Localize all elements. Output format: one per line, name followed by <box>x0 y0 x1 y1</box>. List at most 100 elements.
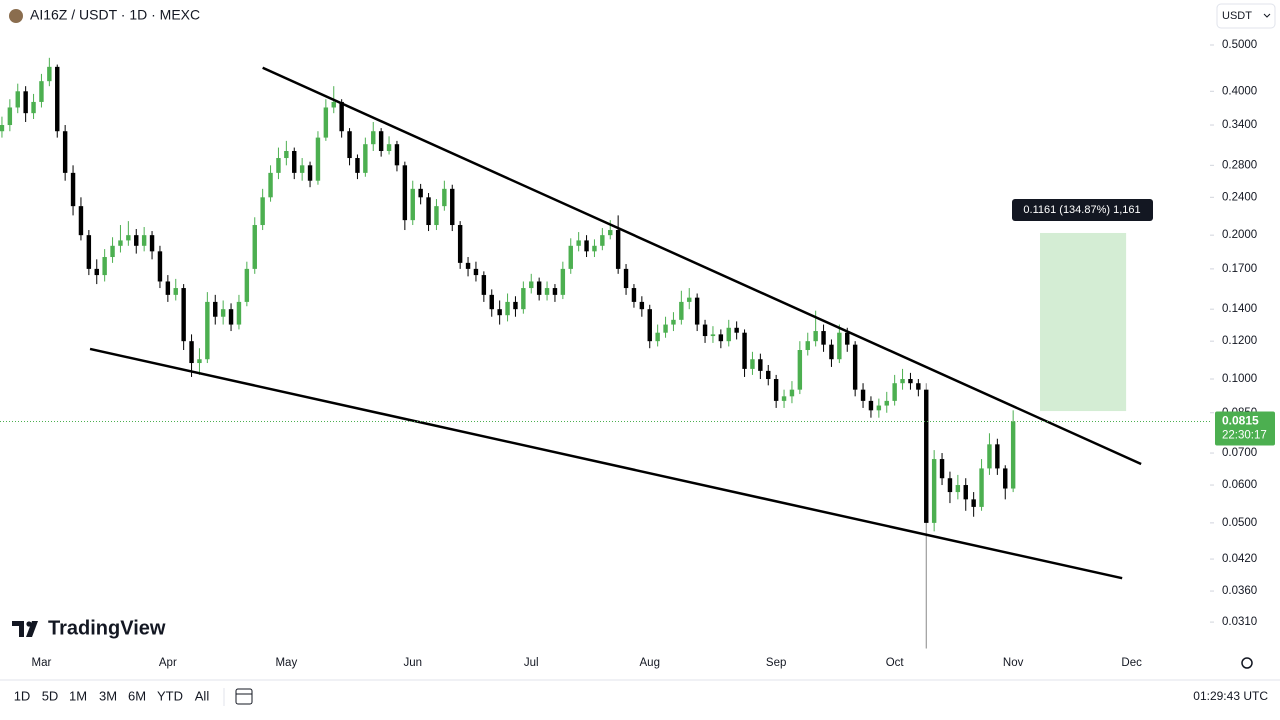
candle-body <box>465 262 471 269</box>
candle-body <box>1010 421 1016 489</box>
candle-body <box>378 131 384 152</box>
candle-body <box>513 301 518 310</box>
candle-body <box>600 235 605 246</box>
range-button[interactable]: 3M <box>99 688 117 703</box>
candle-body <box>47 66 52 82</box>
symbol-icon <box>9 9 23 23</box>
candle-body <box>181 288 186 342</box>
candle-body <box>197 359 202 364</box>
candle-body <box>576 240 581 246</box>
candle-body <box>544 288 550 295</box>
candle-body <box>702 324 708 337</box>
candle-body <box>473 268 479 276</box>
candle-body <box>813 331 818 342</box>
candle-body <box>916 383 921 390</box>
candle-body <box>78 206 84 236</box>
candle-body <box>671 319 676 325</box>
calendar-body[interactable] <box>235 688 253 705</box>
candle-body <box>797 350 803 390</box>
symbol-title: AI16Z / USDT · 1D · MEXC <box>30 7 200 23</box>
candle-body <box>568 245 573 269</box>
candle-body <box>805 341 810 351</box>
candle-body <box>758 359 763 371</box>
logo-mark <box>12 621 38 637</box>
candle-body <box>426 197 431 226</box>
range-button[interactable]: 5D <box>42 688 59 703</box>
candle-body <box>560 268 566 295</box>
candle-body <box>608 230 613 236</box>
candle-body <box>623 268 629 289</box>
candle-body <box>521 288 526 310</box>
candle-body <box>7 107 13 126</box>
candle-body <box>647 309 652 342</box>
candle-body <box>679 301 684 320</box>
candle-body <box>213 301 218 317</box>
candle-body <box>410 188 415 221</box>
candle-body <box>939 459 945 479</box>
range-button[interactable]: YTD <box>157 688 183 703</box>
candle-body <box>489 294 494 310</box>
candle-body <box>299 165 305 173</box>
range-button[interactable]: 1M <box>69 688 87 703</box>
candle-body <box>876 405 882 411</box>
last-price-box <box>1215 411 1275 446</box>
candle-body <box>450 188 455 226</box>
candle-body <box>552 288 558 295</box>
candle-body <box>94 268 99 276</box>
candle-body <box>987 444 992 469</box>
candle-body <box>307 165 313 181</box>
candle-body <box>821 331 826 345</box>
candle-body <box>860 389 866 401</box>
y-tick-label: 0.2000 <box>1222 229 1257 241</box>
candle-body <box>31 101 36 114</box>
candle-body <box>252 225 257 269</box>
countdown-label: 22:30:17 <box>1222 430 1267 442</box>
candle-body <box>584 240 589 252</box>
x-tick-label: Nov <box>1003 657 1024 669</box>
x-tick-label: Jul <box>524 657 539 669</box>
candle-body <box>394 144 400 166</box>
range-button[interactable]: 6M <box>128 688 146 703</box>
candle-body <box>900 379 905 384</box>
y-tick-label: 0.0420 <box>1222 553 1257 565</box>
y-tick-label: 0.0500 <box>1222 517 1257 529</box>
candle-body <box>355 158 360 173</box>
candle-body <box>845 332 850 345</box>
candle-body <box>631 288 637 302</box>
calendar-icon[interactable] <box>235 688 253 705</box>
settings-icon[interactable] <box>1241 657 1253 669</box>
candle-body <box>529 281 534 289</box>
candle-body <box>260 197 265 226</box>
candle-body <box>963 485 968 500</box>
candle-body <box>789 389 795 397</box>
candle-body <box>149 235 155 252</box>
range-button[interactable]: All <box>195 688 210 703</box>
currency-select[interactable] <box>1216 3 1276 29</box>
range-button[interactable]: 1D <box>14 688 31 703</box>
logo-dot <box>26 621 32 627</box>
x-tick-label: Mar <box>32 657 52 669</box>
candle-body <box>331 101 336 108</box>
candle-body <box>442 188 447 207</box>
currency-label[interactable]: USDT <box>1222 10 1252 22</box>
candle-body <box>892 383 897 401</box>
candle-body <box>979 468 984 507</box>
candle-body <box>292 151 297 173</box>
x-tick-label: Oct <box>886 657 905 669</box>
candle-body <box>718 334 724 342</box>
candle-body <box>781 396 787 401</box>
candle-body <box>995 444 1000 469</box>
tradingview-logo: TradingView <box>12 617 166 639</box>
candle-body <box>742 332 747 369</box>
dropdown-caret[interactable] <box>1263 13 1271 18</box>
candle-body <box>244 268 250 302</box>
y-tick-label: 0.0360 <box>1222 585 1257 597</box>
candle-body <box>536 281 542 295</box>
y-tick-label: 0.2800 <box>1222 159 1257 171</box>
candle-body <box>766 370 771 380</box>
candle-body <box>734 327 739 333</box>
candle-body <box>837 332 842 360</box>
candle-body <box>363 144 368 173</box>
trend-line <box>262 66 1142 466</box>
candle-body <box>884 400 889 406</box>
